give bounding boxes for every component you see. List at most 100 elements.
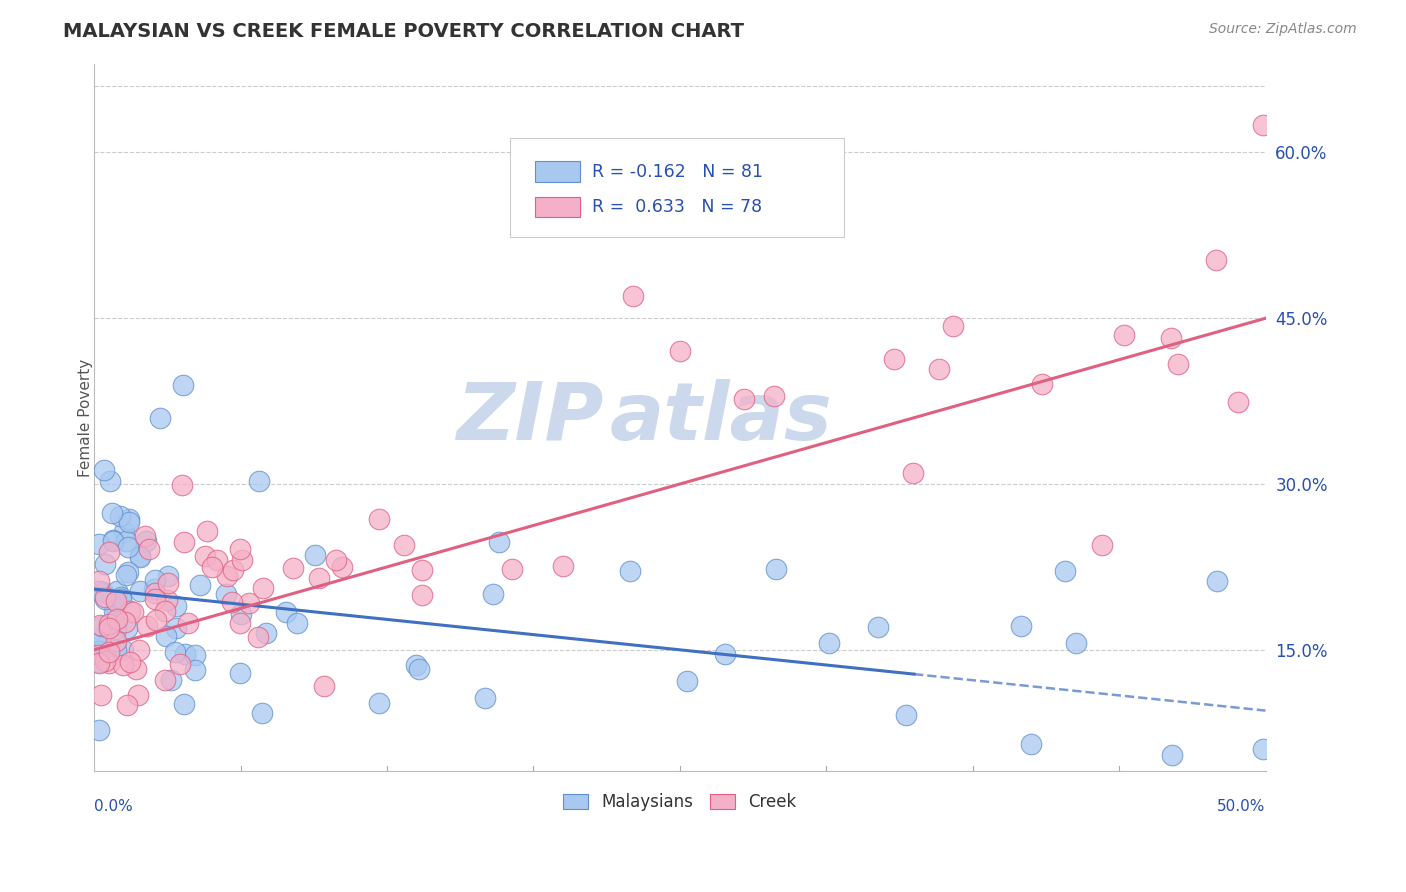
Point	[411, 587, 433, 601]
Point	[94, 654, 117, 668]
Point	[868, 620, 890, 634]
Point	[502, 561, 524, 575]
Point	[135, 534, 157, 549]
Point	[87, 648, 110, 663]
Point	[145, 614, 167, 628]
Point	[1205, 253, 1227, 268]
Point	[488, 534, 510, 549]
Point	[173, 698, 195, 712]
Point	[1167, 357, 1189, 371]
Text: Source: ZipAtlas.com: Source: ZipAtlas.com	[1209, 22, 1357, 37]
Point	[247, 474, 270, 488]
Text: 50.0%: 50.0%	[1218, 799, 1265, 814]
Point	[149, 410, 172, 425]
Point	[252, 581, 274, 595]
Point	[114, 615, 136, 629]
Point	[304, 548, 326, 562]
Point	[103, 533, 125, 547]
Point	[553, 558, 575, 573]
Text: atlas: atlas	[610, 379, 832, 457]
Point	[143, 582, 166, 596]
Point	[117, 540, 139, 554]
Point	[169, 657, 191, 671]
Point	[229, 665, 252, 680]
Point	[368, 696, 391, 710]
Point	[247, 631, 270, 645]
Point	[156, 592, 179, 607]
Point	[104, 633, 127, 648]
Point	[215, 586, 238, 600]
Text: R =  0.633   N = 78: R = 0.633 N = 78	[592, 198, 762, 216]
Point	[308, 571, 330, 585]
Point	[229, 541, 252, 556]
Point	[281, 561, 304, 575]
Point	[90, 688, 112, 702]
Point	[411, 563, 433, 577]
Point	[165, 599, 187, 614]
Point	[108, 509, 131, 524]
Point	[127, 688, 149, 702]
Point	[184, 648, 207, 662]
Point	[928, 362, 950, 376]
Point	[98, 616, 121, 631]
Point	[129, 550, 152, 565]
Point	[87, 723, 110, 737]
Point	[942, 318, 965, 333]
Point	[159, 673, 181, 687]
Point	[103, 604, 125, 618]
Point	[129, 549, 152, 563]
Point	[1251, 118, 1274, 132]
Point	[98, 474, 121, 488]
Point	[143, 585, 166, 599]
Point	[1251, 742, 1274, 756]
Point	[201, 560, 224, 574]
Point	[714, 647, 737, 661]
Point	[250, 706, 273, 721]
Point	[172, 377, 194, 392]
Point	[90, 630, 112, 644]
Point	[392, 538, 415, 552]
Point	[894, 707, 917, 722]
Point	[762, 389, 785, 403]
Point	[733, 392, 755, 406]
Point	[405, 657, 427, 672]
Point	[87, 584, 110, 599]
Point	[883, 352, 905, 367]
Text: ZIP: ZIP	[457, 379, 603, 457]
Point	[91, 585, 114, 599]
Point	[120, 655, 142, 669]
Point	[111, 643, 134, 657]
Point	[98, 621, 121, 635]
Point	[155, 628, 177, 642]
Point	[1160, 747, 1182, 762]
Point	[94, 591, 117, 605]
Legend: Malaysians, Creek: Malaysians, Creek	[558, 789, 801, 816]
Point	[115, 534, 138, 549]
Point	[1160, 331, 1182, 345]
Point	[87, 657, 110, 671]
Point	[110, 590, 132, 604]
Point	[118, 604, 141, 618]
Point	[105, 594, 128, 608]
Point	[1031, 377, 1053, 392]
Point	[195, 524, 218, 539]
Point	[128, 642, 150, 657]
Point	[901, 467, 924, 481]
Point	[115, 621, 138, 635]
Y-axis label: Female Poverty: Female Poverty	[79, 359, 93, 477]
Point	[1206, 574, 1229, 589]
FancyBboxPatch shape	[510, 138, 844, 237]
Point	[156, 568, 179, 582]
Point	[117, 515, 139, 529]
Point	[122, 605, 145, 619]
Point	[474, 690, 496, 705]
Point	[107, 612, 129, 626]
Point	[173, 535, 195, 549]
Point	[87, 644, 110, 658]
FancyBboxPatch shape	[534, 196, 581, 217]
Point	[98, 645, 121, 659]
Point	[1064, 636, 1087, 650]
Point	[155, 604, 177, 618]
Point	[87, 574, 110, 589]
Point	[124, 662, 146, 676]
